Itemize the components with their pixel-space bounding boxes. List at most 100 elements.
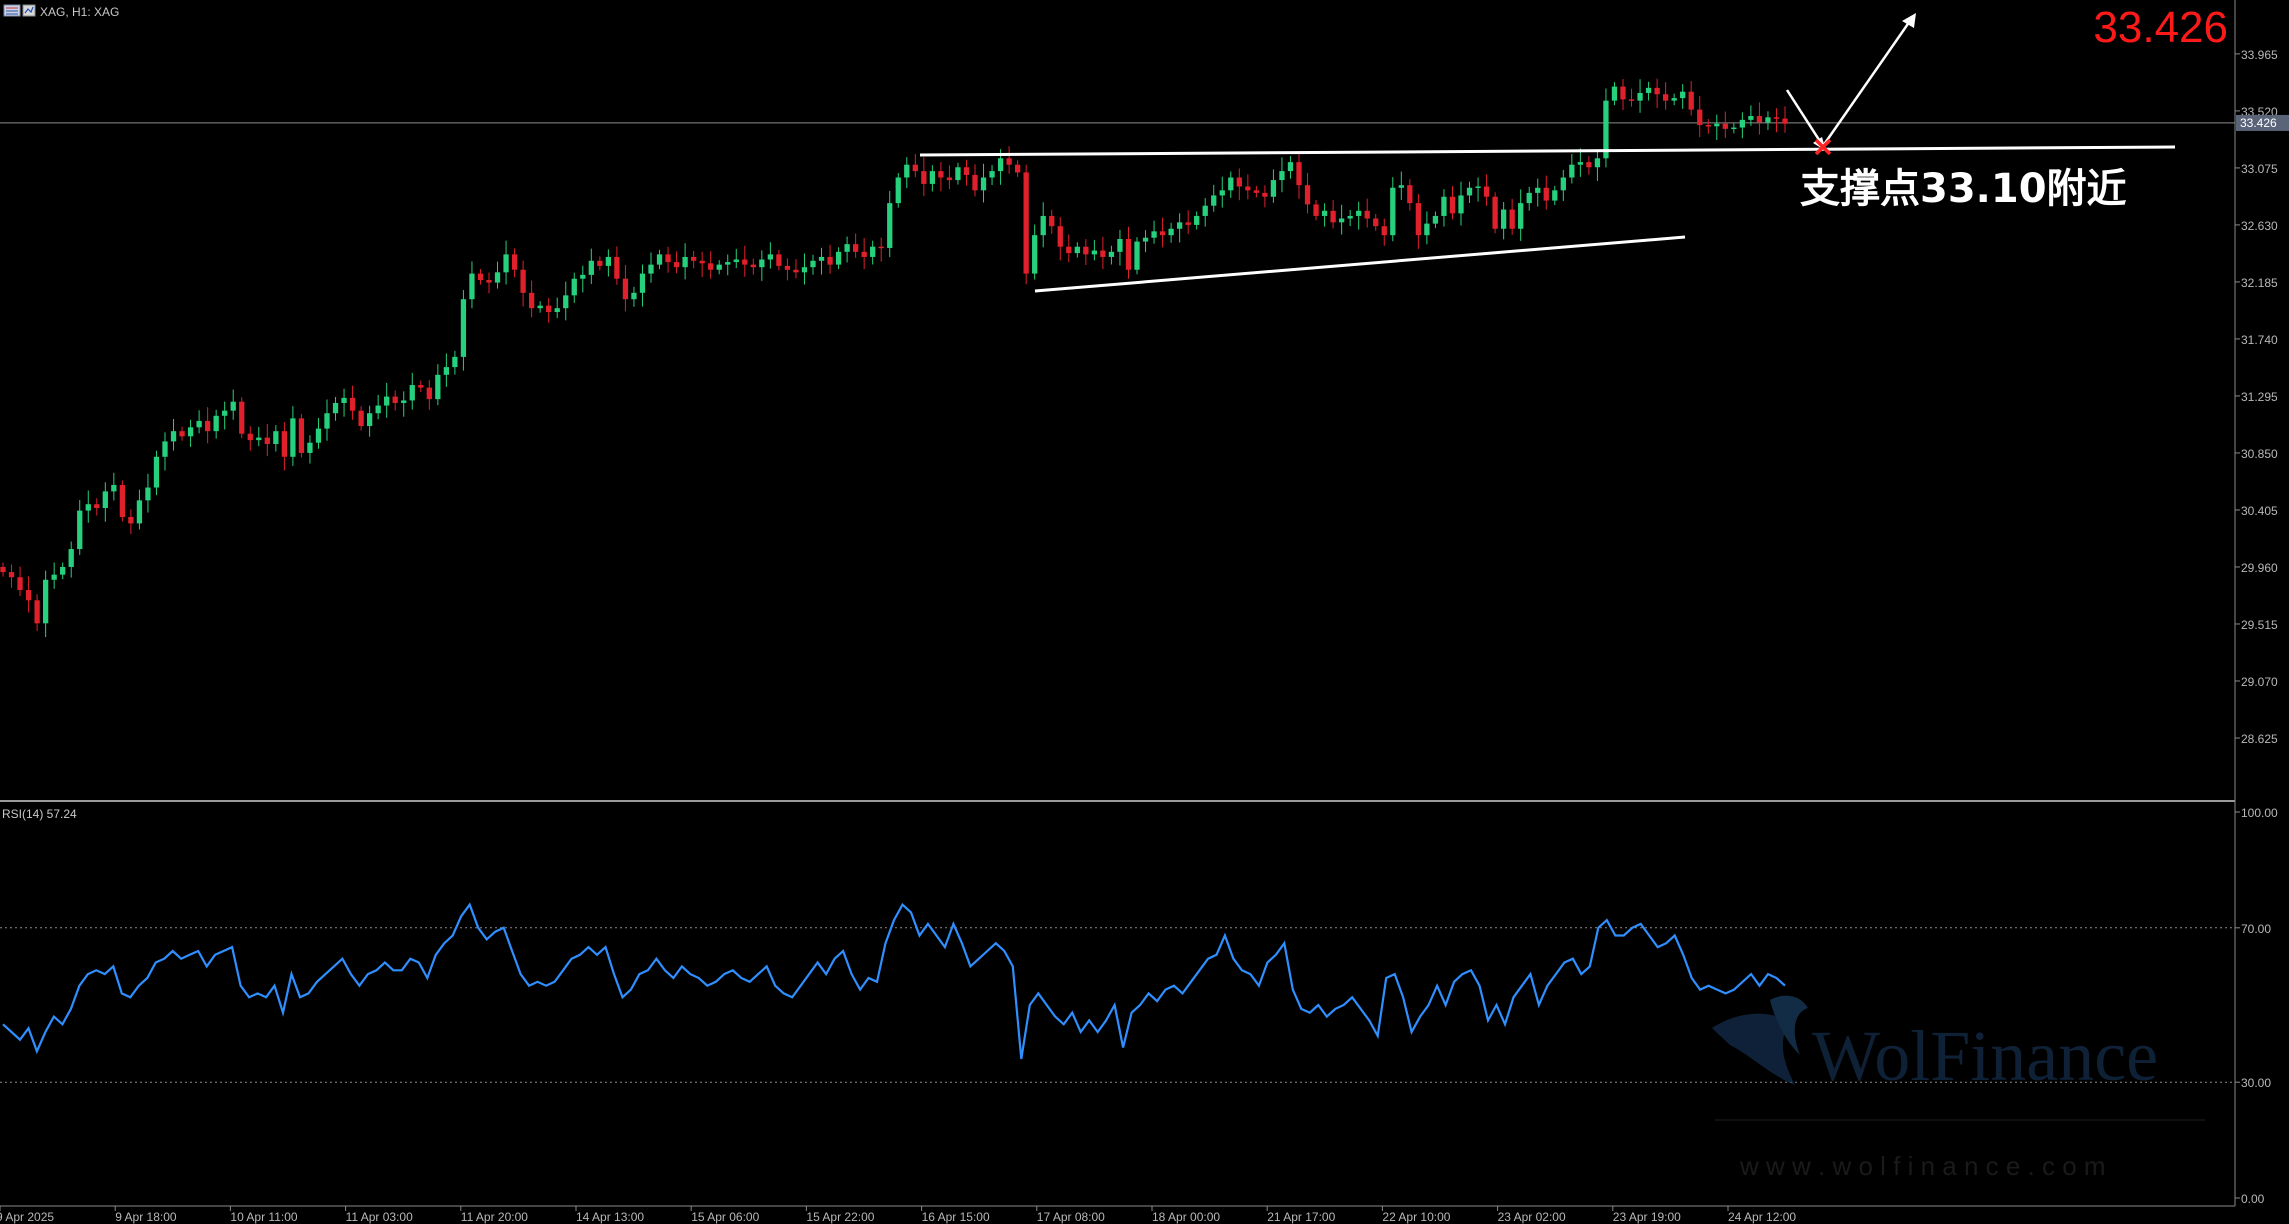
candle-bull: [801, 267, 808, 273]
price-tick-label: 29.070: [2241, 675, 2278, 689]
time-tick-label: 18 Apr 00:00: [1152, 1210, 1220, 1224]
candle-bull: [77, 510, 83, 550]
candle-bull: [1194, 215, 1200, 225]
candle-bear: [1509, 209, 1515, 229]
pullback-arrow[interactable]: [1785, 89, 1825, 147]
candle-bull: [1142, 237, 1149, 242]
candle-bear: [239, 401, 245, 434]
horizontal-trendline[interactable]: [919, 145, 2176, 157]
candle-bull: [273, 431, 279, 444]
candle-bear: [1100, 250, 1106, 257]
candle-bear: [0, 566, 6, 573]
candle-bear: [477, 273, 484, 280]
price-tick-label: 30.405: [2241, 504, 2278, 518]
candle-bull: [1134, 241, 1140, 270]
candle-bull: [1270, 180, 1277, 197]
candle-bear: [1159, 231, 1166, 236]
chart-header: XAG, H1: XAG: [3, 4, 119, 19]
candle-bear: [1449, 196, 1456, 214]
candle-bull: [554, 308, 560, 313]
candle-bear: [972, 174, 978, 191]
candle-bear: [1262, 192, 1268, 197]
price-tick-label: 31.295: [2241, 390, 2278, 404]
candle-bull: [1603, 100, 1609, 159]
candle-bull: [656, 254, 663, 265]
price-tick-label: 31.740: [2241, 333, 2278, 347]
candle-bear: [179, 431, 185, 437]
candle-bull: [1091, 250, 1098, 255]
time-tick-label: 23 Apr 02:00: [1498, 1210, 1566, 1224]
candle-bear: [1313, 204, 1319, 216]
candle-bull: [1637, 92, 1643, 101]
candle-bull: [1739, 119, 1746, 128]
candle-bull: [60, 566, 66, 575]
rising-trendline[interactable]: [1034, 235, 1686, 293]
candle-bull: [1040, 215, 1046, 236]
candle-bull: [1535, 187, 1541, 193]
candle-bear: [1662, 94, 1669, 101]
time-tick-label: 23 Apr 19:00: [1613, 1210, 1681, 1224]
candle-bull: [1390, 187, 1396, 236]
candle-bear: [776, 254, 782, 266]
candle-bull: [1424, 223, 1430, 236]
candle-bear: [622, 278, 629, 300]
watermark: WolFinance w w w . w o l f i n a n c e .…: [1712, 995, 2205, 1181]
candle-bear: [418, 385, 424, 388]
candle-bull: [230, 401, 236, 411]
time-tick-label: 11 Apr 20:00: [461, 1210, 528, 1224]
support-annotation: 支撑点33.10附近: [1800, 166, 2127, 212]
candle-bear: [1543, 187, 1549, 201]
candle-bull: [256, 437, 262, 441]
candle-bull: [1432, 215, 1439, 224]
price-tick-label: 29.960: [2241, 561, 2278, 575]
candle-bull: [435, 374, 441, 400]
candle-bear: [1705, 124, 1711, 127]
candle-bear: [298, 418, 305, 453]
candle-bull: [1475, 186, 1481, 188]
candle-bull: [989, 171, 995, 178]
current-price-tag-label: 33.426: [2240, 116, 2277, 130]
rebound-arrow[interactable]: [1821, 17, 1914, 147]
candle-bear: [264, 437, 270, 444]
candle-bear: [793, 269, 799, 273]
candle-bull: [767, 254, 774, 260]
candle-bull: [1611, 86, 1618, 101]
candle-bull: [307, 442, 313, 453]
candle-bull: [571, 278, 577, 296]
candle-bear: [1415, 203, 1422, 236]
candle-bear: [204, 420, 211, 432]
candle-bear: [963, 167, 970, 175]
candle-bull: [1356, 210, 1362, 216]
candle-bull: [1594, 158, 1601, 168]
candle-bull: [810, 260, 816, 268]
candle-bull: [443, 367, 450, 375]
candle-bull: [1117, 239, 1123, 252]
rsi-tick-label: 70.00: [2241, 922, 2271, 936]
candle-bull: [42, 579, 49, 624]
candle-bear: [1057, 226, 1063, 247]
candle-bull: [68, 549, 74, 567]
rsi-line: [2, 902, 1786, 1060]
candle-bull: [170, 431, 177, 442]
candle-bull: [366, 413, 373, 427]
candle-bear: [1049, 215, 1055, 227]
candle-bull: [1680, 91, 1686, 99]
candle-bear: [1330, 210, 1336, 223]
candle-bear: [1023, 172, 1029, 274]
candle-bear: [392, 396, 398, 403]
candle-bear: [699, 260, 705, 264]
time-tick-label: 14 Apr 13:00: [576, 1210, 644, 1224]
candle-bear: [784, 265, 791, 270]
candle-bull: [1748, 116, 1754, 120]
candle-bear: [1697, 109, 1703, 125]
candle-bear: [25, 590, 32, 601]
trendline-group: [919, 13, 2176, 293]
candle-bear: [946, 177, 953, 181]
time-tick-label: 17 Apr 08:00: [1037, 1210, 1105, 1224]
candle-bear: [247, 433, 253, 441]
price-tick-label: 30.850: [2241, 447, 2278, 461]
candle-bull: [111, 484, 117, 492]
candle-bull: [733, 259, 739, 263]
candle-bull: [682, 256, 688, 268]
